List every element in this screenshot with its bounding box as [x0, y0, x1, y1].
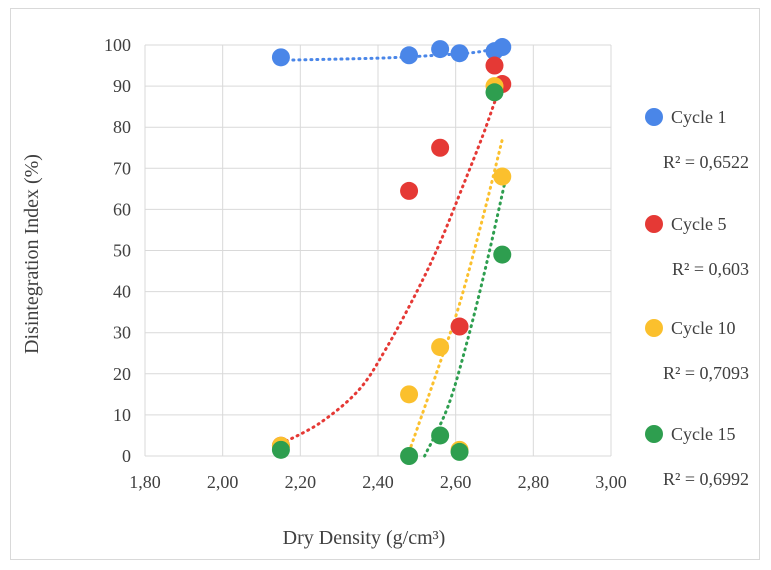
trendline-series-4: [423, 175, 508, 458]
x-tick-label: 2,60: [440, 472, 472, 492]
trendline-series-1: [279, 45, 504, 62]
data-point-series-4: [450, 442, 469, 461]
legend-label-series-4: Cycle 15: [671, 424, 736, 444]
data-point-series-2: [485, 56, 504, 75]
gridlines: [144, 44, 612, 457]
r-squared-label-series-1: R² = 0,6522: [663, 152, 749, 172]
x-tick-label: 2,40: [362, 472, 394, 492]
data-point-series-3: [400, 385, 419, 404]
r-squared-label-series-2: R² = 0,603: [672, 259, 749, 279]
y-tick-label: 60: [113, 199, 131, 219]
x-tick-label: 3,00: [595, 472, 627, 492]
y-tick-label: 0: [122, 446, 131, 466]
x-axis-title: Dry Density (g/cm³): [283, 527, 446, 549]
y-tick-label: 80: [113, 117, 131, 137]
trendlines: [279, 45, 508, 458]
data-point-series-3: [493, 167, 512, 186]
data-point-series-1: [431, 40, 450, 59]
legend-marker-series-3: [645, 319, 663, 337]
data-point-series-2: [431, 138, 450, 157]
data-point-series-4: [400, 447, 419, 465]
y-tick-label: 70: [113, 158, 131, 178]
legend-label-series-1: Cycle 1: [671, 107, 727, 127]
data-point-series-1: [400, 46, 419, 65]
y-axis-ticks: 0 10 20 30 40 50 60 70 80 90 100: [104, 35, 131, 466]
trendline-series-3: [407, 138, 504, 454]
data-point-series-2: [400, 181, 419, 200]
chart-frame: 1,80 2,00 2,20 2,40 2,60 2,80 3,00 0 10 20 30 40 50…: [10, 8, 760, 560]
r-squared-label-series-4: R² = 0,6992: [663, 469, 749, 489]
y-tick-label: 90: [113, 76, 131, 96]
data-point-series-4: [271, 440, 290, 459]
data-point-series-4: [493, 245, 512, 264]
y-tick-label: 20: [113, 364, 131, 384]
y-tick-label: 10: [113, 405, 131, 425]
legend-label-series-3: Cycle 10: [671, 318, 736, 338]
data-point-series-2: [450, 317, 469, 336]
data-point-series-4: [485, 83, 504, 102]
data-point-series-1: [450, 44, 469, 63]
x-tick-label: 2,20: [285, 472, 317, 492]
legend-marker-series-2: [645, 215, 663, 233]
x-tick-label: 2,00: [207, 472, 239, 492]
r-squared-label-series-3: R² = 0,7093: [663, 363, 749, 383]
data-point-series-1: [271, 48, 290, 67]
y-tick-label: 50: [113, 241, 131, 261]
y-axis-title: Disintegration Index (%): [21, 154, 43, 354]
data-point-series-4: [431, 426, 450, 445]
legend-marker-series-4: [645, 425, 663, 443]
y-tick-label: 40: [113, 282, 131, 302]
data-point-series-1: [493, 38, 512, 57]
legend-marker-series-1: [645, 108, 663, 126]
x-tick-label: 2,80: [518, 472, 550, 492]
y-tick-label: 30: [113, 323, 131, 343]
legend-label-series-2: Cycle 5: [671, 214, 727, 234]
x-tick-label: 1,80: [129, 472, 161, 492]
x-axis-ticks: 1,80 2,00 2,20 2,40 2,60 2,80 3,00: [129, 472, 627, 492]
data-point-series-3: [431, 338, 450, 357]
trendline-series-2: [279, 80, 504, 446]
data-points: [271, 38, 512, 465]
scatter-chart: 1,80 2,00 2,20 2,40 2,60 2,80 3,00 0 10 20 30 40 50…: [21, 35, 749, 549]
y-tick-label: 100: [104, 35, 131, 55]
legend: Cycle 1 R² = 0,6522 Cycle 5 R² = 0,603 Cycle…: [645, 107, 749, 489]
